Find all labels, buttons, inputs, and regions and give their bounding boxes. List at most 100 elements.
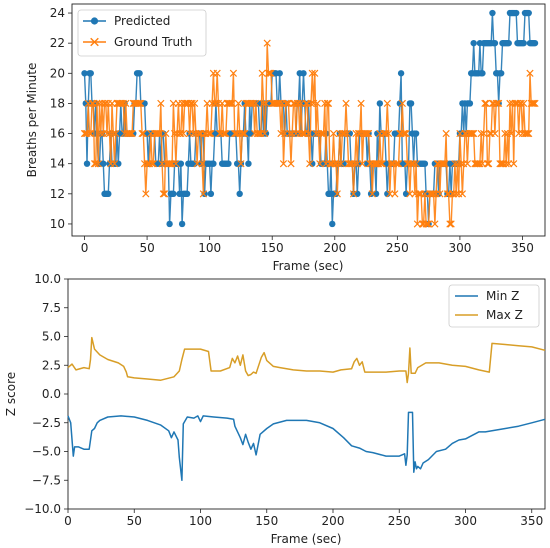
data-point — [266, 69, 274, 77]
top-x-label: Frame (sec) — [273, 259, 344, 273]
x-tick-label: 150 — [261, 241, 284, 255]
data-point — [282, 99, 290, 108]
data-point — [262, 99, 270, 108]
bottom-x-axis: 0 50 100 150 200 250 300 350 — [64, 509, 543, 528]
data-point — [122, 99, 130, 108]
data-point — [377, 160, 385, 168]
data-point — [401, 129, 409, 138]
bottom-y-axis: −10.0 −7.5 −5.0 −2.5 0.0 2.5 5.0 7.5 10.0 — [24, 272, 68, 516]
data-point — [451, 160, 459, 168]
data-point — [476, 160, 484, 168]
bottom-chart: 0 50 100 150 200 250 300 350 −10.0 −7.5 −5.0 −2.5 0… — [4, 272, 546, 546]
data-point — [157, 99, 165, 108]
data-point — [102, 99, 110, 108]
data-point — [358, 160, 366, 168]
y-tick-label: 10 — [50, 217, 65, 231]
x-tick-label: 0 — [81, 241, 89, 255]
x-tick-label: 250 — [386, 241, 409, 255]
data-point — [397, 70, 405, 77]
top-y-label: Breaths per Minute — [25, 63, 39, 178]
data-point — [446, 220, 454, 228]
y-tick-label: 7.5 — [42, 301, 61, 315]
x-tick-label: 200 — [323, 241, 346, 255]
data-point — [148, 160, 156, 168]
legend-min-z-label: Min Z — [486, 289, 519, 303]
data-point — [172, 160, 180, 168]
y-tick-label: 0.0 — [42, 387, 61, 401]
bottom-legend: Min Z Max Z — [448, 284, 540, 328]
data-point — [392, 160, 400, 168]
data-point — [447, 220, 455, 228]
data-point — [441, 160, 449, 168]
data-point — [526, 69, 534, 77]
data-point — [153, 129, 161, 138]
bottom-y-label: Z score — [4, 372, 18, 416]
data-point — [311, 69, 319, 77]
data-point — [399, 129, 408, 138]
data-point — [87, 129, 95, 138]
y-tick-label: 24 — [50, 6, 65, 20]
data-point — [493, 99, 502, 108]
legend-ground-truth-label: Ground Truth — [114, 35, 192, 49]
data-point — [81, 70, 88, 77]
data-point — [177, 160, 185, 167]
data-point — [304, 129, 313, 138]
data-point — [92, 160, 100, 168]
data-point — [222, 129, 230, 138]
data-point — [520, 99, 528, 108]
data-point — [431, 220, 439, 228]
data-point — [357, 99, 365, 108]
data-point — [349, 190, 358, 198]
data-point — [477, 129, 485, 138]
data-point — [394, 160, 403, 168]
data-point — [188, 99, 196, 108]
data-point — [502, 160, 510, 168]
data-point — [237, 160, 245, 168]
data-point — [329, 129, 338, 138]
data-point — [530, 99, 538, 108]
data-point — [523, 129, 532, 138]
data-point — [507, 129, 515, 138]
data-point — [363, 129, 371, 138]
data-point — [492, 99, 500, 108]
data-point — [204, 129, 213, 138]
data-point — [110, 160, 119, 168]
bottom-series — [67, 336, 546, 482]
data-point — [228, 99, 236, 108]
data-point — [479, 70, 486, 77]
data-point — [393, 160, 401, 168]
data-point — [137, 99, 145, 108]
x-tick-label: 350 — [511, 241, 534, 255]
data-point — [238, 129, 246, 138]
top-series — [80, 9, 539, 228]
y-tick-label: −5.0 — [32, 445, 61, 459]
data-point — [160, 190, 169, 198]
data-point — [258, 69, 266, 77]
data-point — [276, 99, 284, 108]
series-line-max-z — [67, 336, 546, 384]
y-tick-label: 20 — [50, 66, 65, 80]
data-point — [206, 129, 214, 138]
data-point — [219, 129, 228, 138]
data-point — [178, 220, 186, 228]
data-point — [480, 129, 488, 138]
data-point — [531, 99, 539, 108]
data-point — [283, 99, 291, 108]
data-point — [463, 160, 472, 168]
data-point — [368, 190, 376, 198]
data-point — [170, 190, 177, 198]
data-point — [466, 100, 474, 107]
data-point — [306, 160, 314, 168]
data-point — [452, 190, 460, 198]
x-tick-label: 150 — [255, 514, 278, 528]
data-point — [245, 160, 252, 167]
data-point — [254, 129, 263, 138]
data-point — [234, 99, 243, 108]
data-point — [525, 9, 532, 17]
data-point — [342, 99, 350, 108]
data-point — [179, 129, 187, 138]
data-point — [457, 160, 465, 168]
series-ground-truth — [80, 39, 539, 228]
data-point — [201, 190, 208, 198]
data-point — [458, 190, 467, 198]
